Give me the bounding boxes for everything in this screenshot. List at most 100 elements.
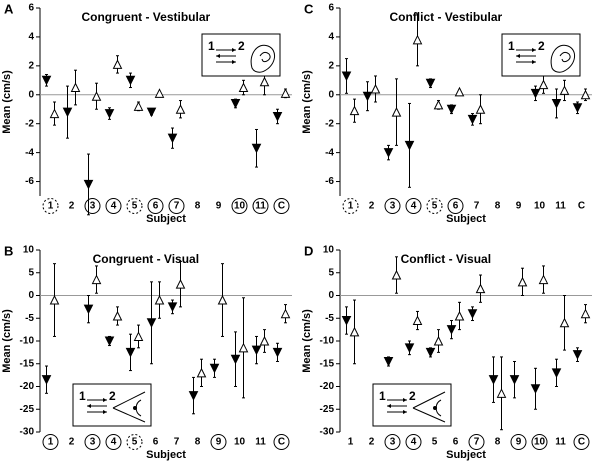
data-point <box>104 336 115 347</box>
data-point <box>551 368 562 378</box>
data-point <box>446 104 457 115</box>
inset-arrowhead <box>532 48 536 52</box>
data-point <box>530 384 541 394</box>
data-point <box>125 347 136 358</box>
x-tick-label: 7 <box>174 437 180 448</box>
x-tick-label: 11 <box>555 437 566 448</box>
inset-pupil <box>433 406 437 410</box>
category-circle <box>273 198 290 214</box>
data-point <box>580 89 591 100</box>
data-point <box>341 71 352 82</box>
data-point <box>446 325 457 335</box>
data-point <box>280 88 291 98</box>
x-tick-label: 1 <box>348 201 354 212</box>
panel-title: Congruent - Vestibular <box>81 10 210 24</box>
panel: B Congruent - Visual Mean (cm/s) Subject -30… <box>1 243 292 461</box>
inset-arrowhead <box>103 398 107 402</box>
data-point <box>467 309 478 319</box>
inset-arrowhead <box>516 54 520 58</box>
x-tick-label: 6 <box>153 437 159 448</box>
category-circle <box>252 198 269 214</box>
x-axis-label: Subject <box>446 449 486 461</box>
x-tick-label: 9 <box>516 437 522 448</box>
data-point <box>433 335 444 346</box>
inset-ear <box>250 44 275 73</box>
data-point <box>125 75 136 86</box>
x-tick-label: 3 <box>90 201 96 212</box>
x-tick-label: 1 <box>48 201 54 212</box>
data-point <box>41 75 52 86</box>
category-circle <box>147 198 164 214</box>
category-circle <box>384 434 401 450</box>
data-point <box>175 279 186 289</box>
inset-arrowhead <box>216 54 220 58</box>
panel: C Conflict - Vestibular Mean (cm/s) Subject… <box>301 1 592 225</box>
data-point <box>280 308 291 319</box>
data-point <box>538 79 549 90</box>
data-point <box>104 109 115 119</box>
data-point <box>475 283 486 294</box>
y-tick-label: -30 <box>320 427 335 438</box>
x-tick-label: 5 <box>432 437 438 448</box>
inset-label: 2 <box>409 389 416 403</box>
inset-label: 2 <box>538 39 545 53</box>
x-tick-label: 11 <box>255 437 266 448</box>
data-point <box>133 101 144 111</box>
x-tick-label: 10 <box>234 437 246 448</box>
data-point <box>188 391 199 401</box>
panel: D Conflict - Visual Mean (cm/s) Subject -30 -… <box>301 243 592 461</box>
y-tick-label: -10 <box>20 336 35 347</box>
y-tick-label: -20 <box>20 381 35 392</box>
inset-canal <box>559 51 571 63</box>
category-circle <box>342 198 359 214</box>
data-point <box>425 347 436 358</box>
x-tick-label: 10 <box>234 201 246 212</box>
x-tick-label: 2 <box>69 437 75 448</box>
y-tick-label: 6 <box>28 3 34 14</box>
data-point <box>454 310 465 321</box>
data-point <box>146 318 157 328</box>
data-point <box>412 315 423 326</box>
data-point <box>341 316 352 326</box>
inset-arrowhead <box>403 410 407 414</box>
category-circle <box>426 198 443 214</box>
y-tick-label: -20 <box>320 381 335 392</box>
x-tick-label: C <box>578 201 585 212</box>
data-point <box>238 82 249 93</box>
category-circle <box>84 198 101 214</box>
x-tick-label: 3 <box>90 437 96 448</box>
category-circle <box>105 434 122 450</box>
y-tick-label: 5 <box>328 267 334 278</box>
data-point <box>83 304 94 315</box>
x-tick-label: 2 <box>69 201 75 212</box>
data-point <box>154 88 165 98</box>
x-tick-label: C <box>278 201 285 212</box>
x-tick-label: 10 <box>534 201 546 212</box>
data-point <box>112 59 123 69</box>
panel-label: A <box>4 1 14 16</box>
panel-label: C <box>304 1 314 16</box>
x-tick-label: 4 <box>111 201 117 212</box>
y-tick-label: 0 <box>28 290 34 301</box>
x-tick-label: 4 <box>411 201 417 212</box>
x-tick-label: 6 <box>153 201 159 212</box>
data-point <box>404 140 415 151</box>
panel-title: Congruent - Visual <box>93 252 199 266</box>
data-point <box>362 91 373 102</box>
data-point <box>238 342 249 353</box>
data-point <box>509 375 520 385</box>
y-axis-label: Mean (cm/s) <box>1 70 13 134</box>
data-point <box>230 354 241 365</box>
y-axis-label: Mean (cm/s) <box>1 309 13 373</box>
x-tick-label: 6 <box>453 201 459 212</box>
inset-label: 1 <box>508 39 515 53</box>
inset-label: 1 <box>379 389 386 403</box>
category-circle <box>273 434 290 450</box>
data-point <box>383 148 394 158</box>
data-point <box>41 375 52 385</box>
y-tick-label: 10 <box>323 245 335 256</box>
data-point <box>370 83 381 94</box>
data-point <box>530 88 541 99</box>
panel-title: Conflict - Vestibular <box>389 10 502 24</box>
